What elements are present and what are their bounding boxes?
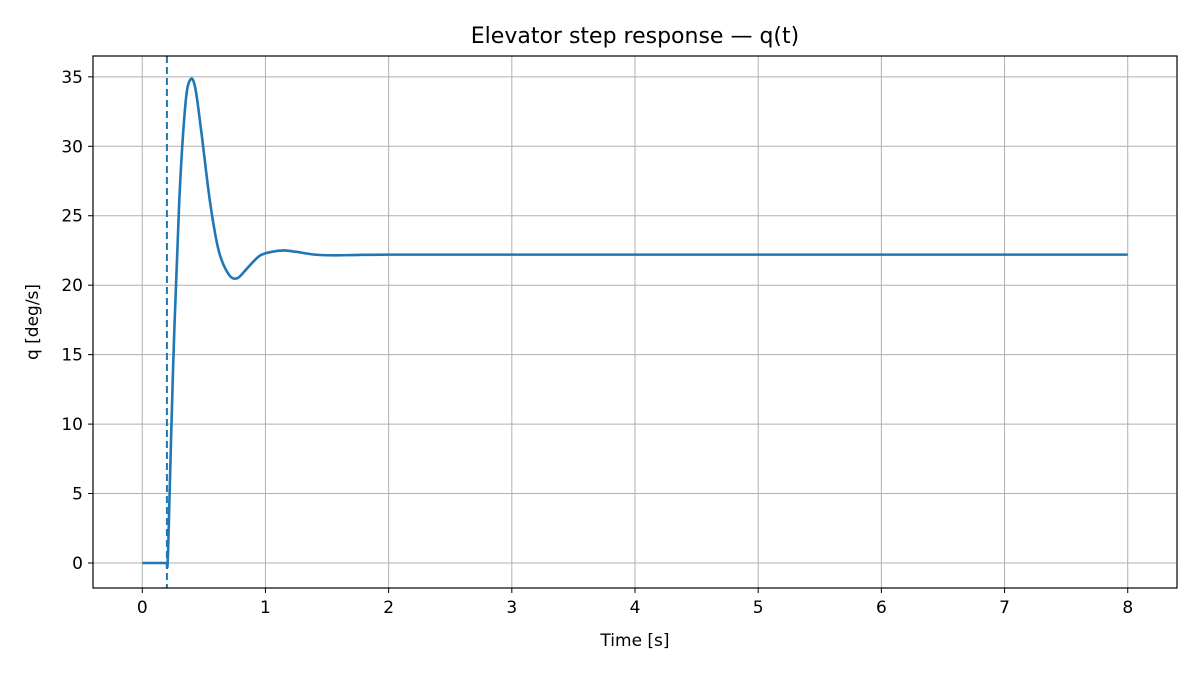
series-line-q bbox=[142, 77, 1128, 569]
y-axis-label: q [deg/s] bbox=[23, 284, 43, 360]
y-tick-label: 20 bbox=[61, 276, 83, 296]
y-tick-label: 10 bbox=[61, 415, 83, 435]
y-tick-label: 15 bbox=[61, 346, 83, 366]
ticks: 0 1 2 3 4 5 6 7 8 0 5 10 15 20 25 30 35 bbox=[61, 68, 1133, 618]
x-tick-label: 8 bbox=[1122, 598, 1133, 618]
y-tick-label: 25 bbox=[61, 207, 83, 227]
x-tick-label: 3 bbox=[506, 598, 517, 618]
series-layer bbox=[142, 77, 1128, 569]
y-tick-label: 5 bbox=[72, 485, 83, 505]
x-tick-label: 2 bbox=[383, 598, 394, 618]
x-axis-label: Time [s] bbox=[599, 631, 669, 651]
plot-frame bbox=[92, 55, 1178, 589]
y-tick-label: 30 bbox=[61, 137, 83, 157]
x-tick-label: 4 bbox=[630, 598, 641, 618]
x-tick-label: 1 bbox=[260, 598, 271, 618]
x-tick-label: 6 bbox=[876, 598, 887, 618]
x-tick-label: 7 bbox=[999, 598, 1010, 618]
chart-title: Elevator step response — q(t) bbox=[471, 24, 799, 49]
y-tick-label: 35 bbox=[61, 68, 83, 88]
x-tick-label: 0 bbox=[137, 598, 148, 618]
grid bbox=[93, 56, 1177, 588]
x-tick-label: 5 bbox=[753, 598, 764, 618]
y-tick-label: 0 bbox=[72, 554, 83, 574]
